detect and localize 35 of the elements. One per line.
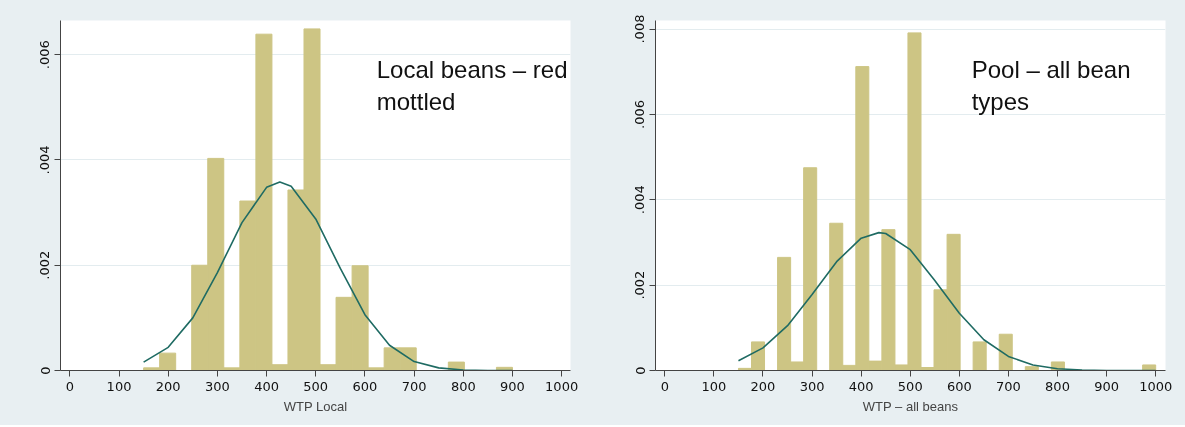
- x-tick-label: 700: [996, 378, 1021, 394]
- y-tick-label: .006: [37, 40, 53, 70]
- x-tick-label: 500: [303, 378, 329, 394]
- y-tick-label: 0: [632, 366, 648, 375]
- x-tick-label: 0: [65, 378, 74, 394]
- annotation: Pool – all bean types: [971, 55, 1131, 115]
- x-tick-label: 600: [352, 378, 378, 394]
- x-axis-title: WTP Local: [283, 398, 348, 414]
- y-tick-label: .004: [632, 185, 648, 215]
- x-tick-label: 100: [701, 378, 727, 394]
- x-tick-label: 200: [155, 378, 181, 394]
- x-axis-title: WTP – all beans: [862, 398, 959, 414]
- x-tick-label: 100: [106, 378, 132, 394]
- annotation: Local beans – red mottled: [376, 55, 568, 115]
- y-tick-label: .006: [632, 99, 648, 129]
- x-tick-label: 300: [204, 378, 230, 394]
- x-tick-label: 200: [750, 378, 776, 394]
- y-tick-label: .002: [37, 250, 53, 280]
- x-tick-label: 1000: [1139, 378, 1173, 394]
- y-tick-label: .004: [37, 145, 53, 175]
- x-tick-label: 400: [254, 378, 279, 394]
- y-tick-label: .002: [632, 270, 648, 300]
- y-tick-label: 0: [37, 366, 53, 375]
- x-tick-label: 800: [1045, 378, 1070, 394]
- x-tick-label: 300: [799, 378, 825, 394]
- x-tick-label: 900: [500, 378, 525, 394]
- x-tick-label: 500: [897, 378, 923, 394]
- x-tick-label: 1000: [545, 378, 579, 394]
- x-tick-label: 900: [1094, 378, 1120, 394]
- x-tick-label: 800: [450, 378, 476, 394]
- y-tick-label: .008: [632, 14, 648, 44]
- x-tick-label: 0: [660, 378, 669, 394]
- x-tick-label: 600: [946, 378, 972, 394]
- x-tick-label: 400: [848, 378, 874, 394]
- x-tick-label: 700: [401, 378, 427, 394]
